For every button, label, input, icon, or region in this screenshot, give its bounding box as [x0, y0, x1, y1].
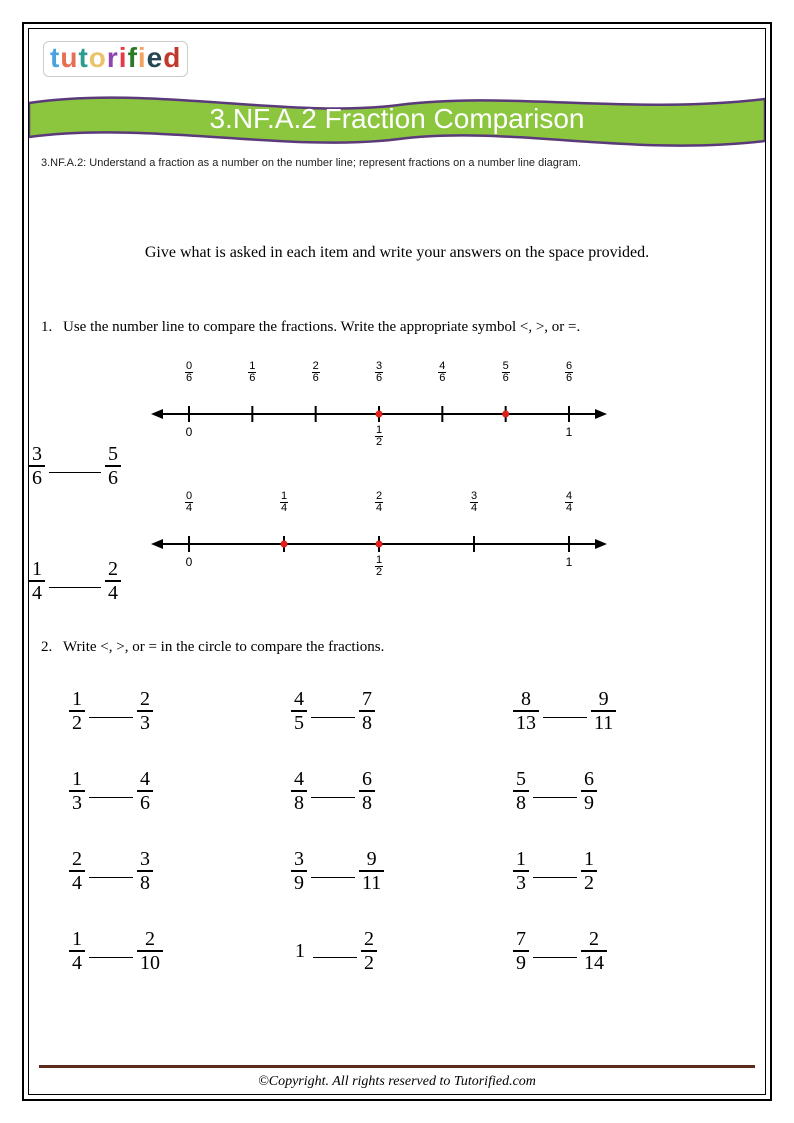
tick-label: 44: [559, 491, 579, 514]
tick-label: 1: [557, 555, 581, 569]
answer-blank[interactable]: [89, 797, 133, 798]
answer-blank[interactable]: [49, 587, 101, 588]
tick-label: 0: [177, 425, 201, 439]
number-line-2: 04 14 24 34 44 0 12 1: [149, 489, 609, 584]
logo: tutorified: [43, 41, 188, 77]
fraction-compare[interactable]: 813911: [513, 689, 616, 733]
answer-blank[interactable]: [313, 957, 357, 958]
q1-answer-1: 3656: [29, 444, 121, 488]
tick-label: 12: [367, 425, 391, 448]
fraction-compare[interactable]: 39911: [291, 849, 384, 893]
tick-label: 1: [557, 425, 581, 439]
fraction-compare[interactable]: 1346: [69, 769, 153, 813]
page-title: 3.NF.A.2 Fraction Comparison: [29, 103, 765, 135]
fraction-compare[interactable]: 14210: [69, 929, 163, 973]
answer-blank[interactable]: [89, 877, 133, 878]
tick-label: 0: [177, 555, 201, 569]
fraction-compare[interactable]: 3656: [29, 444, 121, 488]
answer-blank[interactable]: [311, 797, 355, 798]
footer-rule: [39, 1065, 755, 1068]
page: tutorified 3.NF.A.2 Fraction Comparison …: [28, 28, 766, 1095]
fraction-compare[interactable]: 4868: [291, 769, 375, 813]
q1-answer-2: 1424: [29, 559, 121, 603]
tick-label: 14: [274, 491, 294, 514]
copyright: ©Copyright. All rights reserved to Tutor…: [29, 1074, 765, 1090]
answer-blank[interactable]: [89, 957, 133, 958]
fraction-compare[interactable]: 1312: [513, 849, 597, 893]
answer-blank[interactable]: [533, 957, 577, 958]
standard-text: 3.NF.A.2: Understand a fraction as a num…: [41, 157, 753, 169]
fraction-compare[interactable]: 79214: [513, 929, 607, 973]
tick-label: 66: [559, 361, 579, 384]
q1-number: 1.: [41, 319, 52, 336]
instructions: Give what is asked in each item and writ…: [29, 244, 765, 262]
tick-label: 56: [496, 361, 516, 384]
question-2: 2. Write <, >, or = in the circle to com…: [63, 639, 735, 656]
tick-label: 12: [367, 555, 391, 578]
tick-label: 34: [464, 491, 484, 514]
fraction-compare[interactable]: 4578: [291, 689, 375, 733]
q1-text: Use the number line to compare the fract…: [63, 319, 580, 335]
tick-label: 46: [432, 361, 452, 384]
fraction-compare[interactable]: 122: [291, 929, 377, 973]
answer-blank[interactable]: [49, 472, 101, 473]
q2-text: Write <, >, or = in the circle to compar…: [63, 639, 384, 655]
tick-label: 06: [179, 361, 199, 384]
answer-blank[interactable]: [311, 717, 355, 718]
number-line-1: 06 16 26 36 46 56 66 0 12 1: [149, 359, 609, 454]
tick-label: 24: [369, 491, 389, 514]
answer-blank[interactable]: [89, 717, 133, 718]
question-1: 1. Use the number line to compare the fr…: [63, 319, 735, 336]
answer-blank[interactable]: [311, 877, 355, 878]
tick-label: 36: [369, 361, 389, 384]
q2-number: 2.: [41, 639, 52, 656]
tick-label: 16: [242, 361, 262, 384]
tick-label: 26: [306, 361, 326, 384]
comparison-grid: 1223 4578 813911 1346 4868 5869 2438 399…: [69, 689, 735, 973]
answer-blank[interactable]: [533, 797, 577, 798]
fraction-compare[interactable]: 2438: [69, 849, 153, 893]
fraction-compare[interactable]: 5869: [513, 769, 597, 813]
answer-blank[interactable]: [533, 877, 577, 878]
fraction-compare[interactable]: 1424: [29, 559, 121, 603]
answer-blank[interactable]: [543, 717, 587, 718]
tick-label: 04: [179, 491, 199, 514]
fraction-compare[interactable]: 1223: [69, 689, 153, 733]
